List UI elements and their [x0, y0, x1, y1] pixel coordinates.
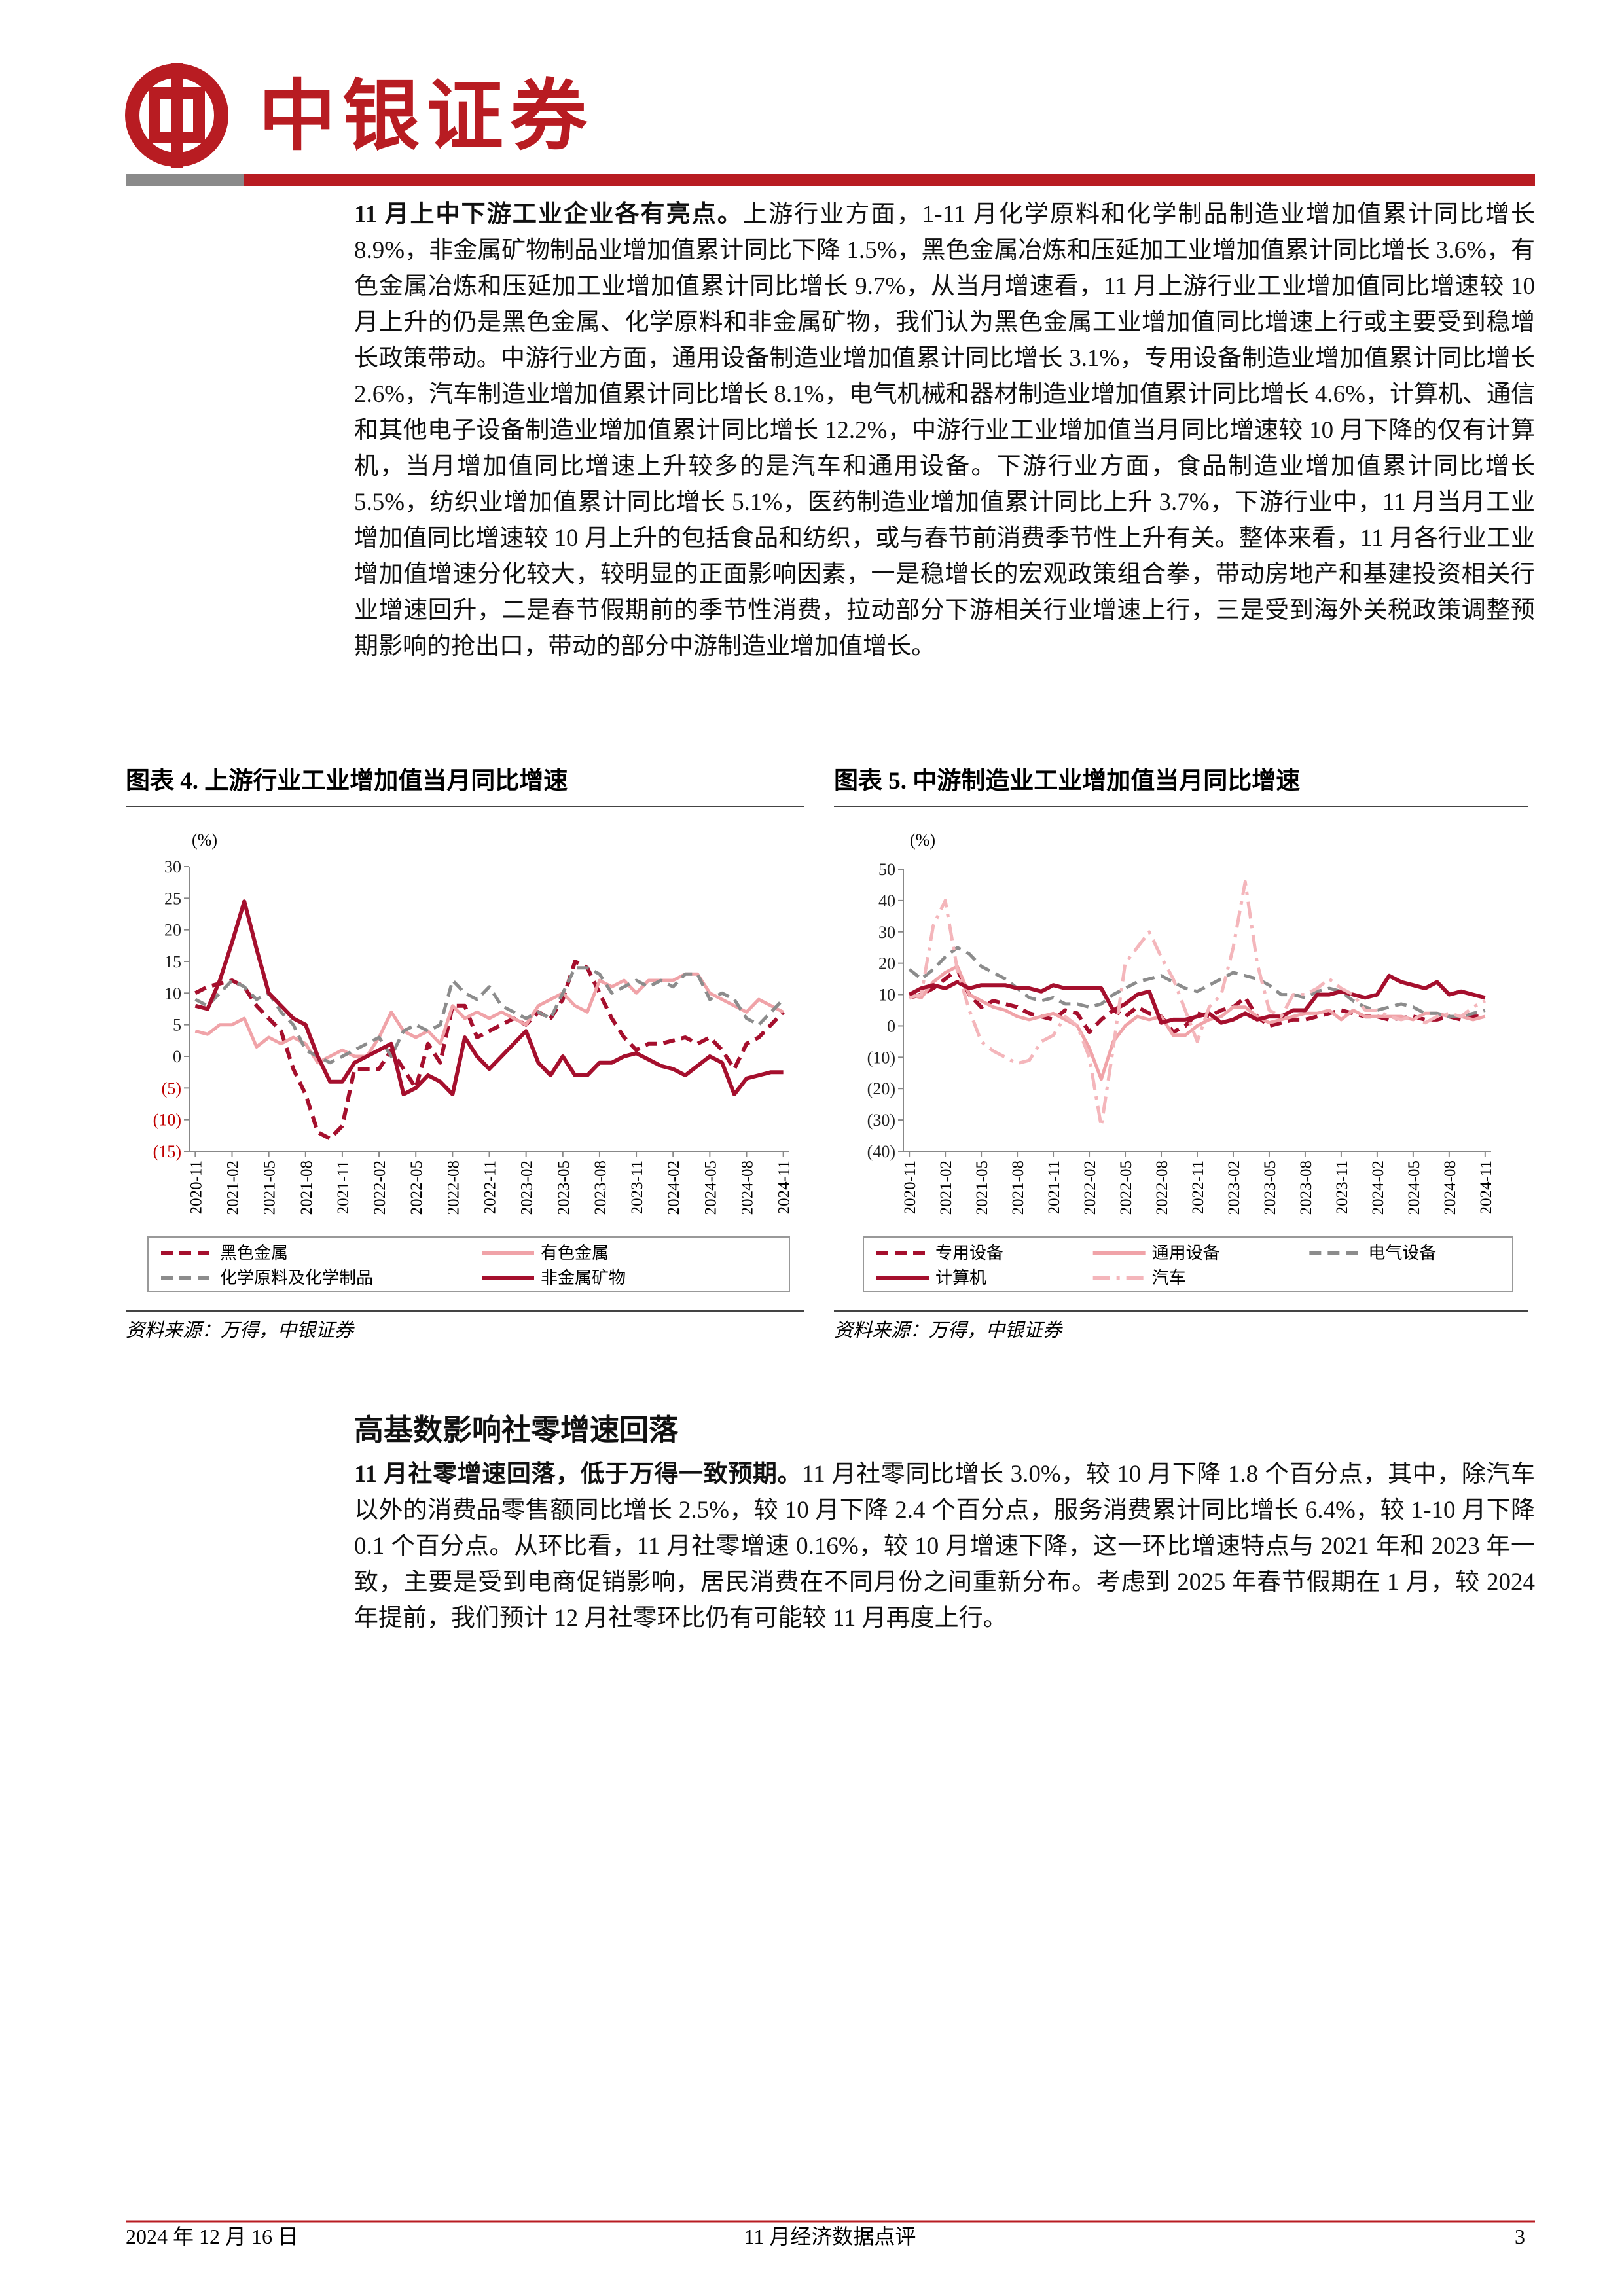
x-tick-label: 2024-11	[1477, 1160, 1495, 1214]
paragraph: 11 月上中下游工业企业各有亮点。上游行业方面，1-11 月化学原料和化学制品制…	[354, 196, 1535, 664]
chart-title: 图表 4. 上游行业工业增加值当月同比增速	[126, 767, 568, 795]
x-tick-label: 2021-02	[225, 1160, 242, 1215]
legend-box	[863, 1236, 1513, 1292]
x-tick-label: 2021-05	[261, 1160, 279, 1215]
x-tick-label: 2022-02	[1081, 1160, 1099, 1215]
x-tick-label: 2023-05	[555, 1160, 573, 1215]
x-tick-label: 2024-08	[1441, 1160, 1459, 1215]
y-tick-label: 30	[164, 857, 181, 876]
legend-label: 专用设备	[935, 1244, 1003, 1263]
series-line	[194, 966, 785, 1065]
y-tick-label: (10)	[867, 1048, 895, 1067]
legend-label: 汽车	[1152, 1268, 1186, 1287]
y-tick-label: 40	[878, 891, 895, 910]
x-tick-label: 2020-11	[187, 1160, 205, 1214]
y-tick-label: (10)	[153, 1111, 181, 1130]
paragraph-lead: 11 月社零增速回落，低于万得一致预期。	[354, 1461, 803, 1488]
x-tick-label: 2022-11	[1189, 1160, 1207, 1214]
x-tick-label: 2024-02	[1369, 1160, 1387, 1215]
series-line	[194, 899, 784, 1096]
x-tick-label: 2021-11	[334, 1160, 352, 1214]
y-tick-label: 30	[878, 923, 895, 942]
y-tick-label: 20	[164, 921, 181, 940]
y-tick-label: (20)	[867, 1079, 895, 1098]
y-unit: (%)	[192, 831, 217, 850]
x-tick-label: 2023-11	[1333, 1160, 1351, 1214]
x-tick-label: 2022-05	[408, 1160, 425, 1215]
y-tick-label: (5)	[162, 1079, 181, 1098]
y-tick-label: 25	[164, 889, 181, 908]
x-tick-label: 2023-05	[1261, 1160, 1279, 1215]
x-tick-label: 2020-11	[901, 1160, 919, 1214]
y-tick-label: 0	[173, 1047, 181, 1066]
series-line	[194, 960, 785, 1141]
series-line	[909, 880, 1486, 1128]
x-tick-label: 2024-11	[776, 1160, 793, 1214]
x-tick-label: 2022-11	[482, 1160, 499, 1214]
x-tick-label: 2023-08	[592, 1160, 609, 1215]
header-bar-red	[244, 174, 1535, 186]
y-tick-label: 0	[887, 1016, 895, 1035]
chart-title: 图表 5. 中游制造业工业增加值当月同比增速	[834, 767, 1300, 795]
series-line	[909, 965, 1486, 1081]
y-tick-label: 10	[164, 984, 181, 1003]
y-tick-label: 50	[878, 860, 895, 879]
legend-label: 计算机	[935, 1268, 986, 1287]
x-tick-label: 2024-05	[1405, 1160, 1423, 1215]
x-tick-label: 2024-05	[702, 1160, 719, 1215]
legend-label: 电气设备	[1368, 1244, 1436, 1263]
paragraph-text: 上游行业方面，1-11 月化学原料和化学制品制造业增加值累计同比增长 8.9%，…	[354, 201, 1535, 660]
x-tick-label: 2023-02	[518, 1160, 536, 1215]
chart-source: 资料来源：万得，中银证券	[126, 1320, 355, 1341]
legend-label: 非金属矿物	[541, 1268, 626, 1287]
footer-date: 2024 年 12 月 16 日	[126, 2225, 298, 2248]
series-line	[908, 973, 1486, 1025]
y-tick-label: 20	[878, 954, 895, 973]
header-bar-gray	[126, 174, 244, 186]
logo-mark	[125, 63, 228, 168]
legend-label: 通用设备	[1152, 1244, 1220, 1263]
x-tick-label: 2021-05	[973, 1160, 991, 1215]
series-line	[908, 946, 1486, 1018]
legend-label: 化学原料及化学制品	[220, 1268, 373, 1287]
y-tick-label: 5	[173, 1016, 181, 1035]
footer-page: 3	[1515, 2225, 1525, 2248]
chart-source: 资料来源：万得，中银证券	[834, 1320, 1063, 1341]
x-tick-label: 2024-02	[665, 1160, 683, 1215]
x-tick-label: 2022-02	[371, 1160, 389, 1215]
logo-text: 中银证券	[259, 74, 594, 160]
x-tick-label: 2023-08	[1297, 1160, 1315, 1215]
legend-box	[147, 1236, 790, 1292]
y-unit: (%)	[910, 831, 935, 850]
footer-title: 11 月经济数据点评	[744, 2225, 916, 2248]
y-tick-label: (30)	[867, 1111, 895, 1130]
x-tick-label: 2024-08	[739, 1160, 757, 1215]
x-tick-label: 2022-08	[444, 1160, 462, 1215]
y-tick-label: 15	[164, 952, 181, 971]
paragraph-text: 11 月社零同比增长 3.0%，较 10 月下降 1.8 个百分点，其中，除汽车…	[354, 1461, 1535, 1632]
x-tick-label: 2021-02	[937, 1160, 955, 1215]
x-tick-label: 2022-08	[1153, 1160, 1171, 1215]
y-tick-label: (15)	[153, 1142, 181, 1161]
paragraph: 11 月社零增速回落，低于万得一致预期。11 月社零同比增长 3.0%，较 10…	[354, 1456, 1535, 1636]
x-tick-label: 2021-08	[1009, 1160, 1027, 1215]
section-heading: 高基数影响社零增速回落	[354, 1414, 679, 1446]
paragraph-lead: 11 月上中下游工业企业各有亮点。	[354, 201, 743, 228]
x-tick-label: 2023-11	[628, 1160, 646, 1214]
x-tick-label: 2021-11	[1045, 1160, 1063, 1214]
y-tick-label: (40)	[867, 1142, 895, 1161]
x-tick-label: 2022-05	[1117, 1160, 1135, 1215]
legend-label: 黑色金属	[220, 1244, 288, 1263]
x-tick-label: 2021-08	[298, 1160, 316, 1215]
y-tick-label: 10	[878, 986, 895, 1005]
legend-label: 有色金属	[541, 1244, 609, 1263]
x-tick-label: 2023-02	[1225, 1160, 1243, 1215]
